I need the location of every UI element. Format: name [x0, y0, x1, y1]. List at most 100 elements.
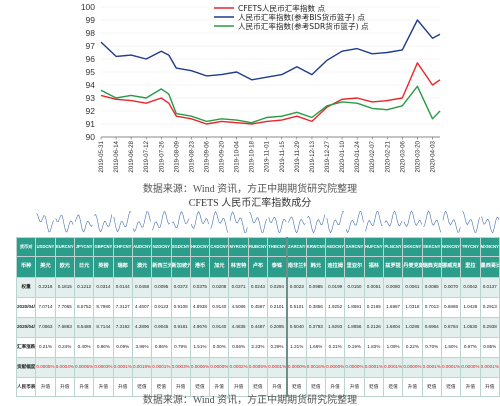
sparkline-strip [36, 210, 500, 234]
table-cell: 1.21% [286, 337, 307, 358]
table-cell: 墨西哥比索 [479, 256, 500, 278]
table-cell: 0.0001% [479, 357, 500, 378]
sparkline [345, 211, 364, 234]
table-cell: 0.5101 [286, 297, 307, 318]
x-tick-label: 2019-06-14 [113, 140, 120, 172]
table-cell: 7.0714 [35, 297, 56, 318]
table-cell: 升值 [54, 377, 75, 397]
table-cell: 0.0294 [267, 277, 288, 298]
table-cell: 0.0002% [228, 357, 249, 378]
table-cell: TRYCNY [460, 237, 481, 257]
series-line-1 [100, 19, 441, 81]
table-cell: 0.9181 [170, 317, 191, 338]
table-cell: 0.56% [228, 337, 249, 358]
table-cell: 0.29% [267, 337, 288, 358]
table-cell: 0.0144 [112, 277, 133, 298]
table-cell: 0.0095 [151, 277, 172, 298]
table-cell: 0.21% [324, 337, 346, 358]
table-cell: NOKCNY [440, 237, 462, 257]
table-cell: 里拉 [460, 256, 481, 278]
sparkline [36, 213, 54, 233]
table-cell: SARCNY [344, 237, 365, 257]
y-tick-label: 98 [86, 28, 96, 38]
table-cell: 8.7144 [93, 317, 114, 338]
y-tick-label: 94 [86, 80, 96, 90]
x-tick-label: 2020-02-21 [384, 140, 391, 172]
table-cell: 0.2101 [267, 297, 288, 318]
x-tick-label: 2019-06-28 [128, 140, 135, 172]
table-cell: MYRCNY [228, 237, 249, 257]
table-cell: 0.97% [460, 337, 481, 358]
table-cell: 0.6964 [421, 317, 442, 338]
table-cell: 0.0005% [247, 357, 269, 378]
table-cell: 0.9140 [209, 317, 230, 338]
x-tick-label: 2019-07-12 [143, 140, 150, 172]
cfets-component-table: 货币对 USDCNY EURCNY JPYCNY GBPCNY CHFCNY AUDCNY N… [15, 237, 500, 397]
y-tick-label: 96 [86, 54, 96, 64]
table-cell: KRWCNY [305, 237, 327, 257]
chart-source-note: 数据来源：Wind 资讯，方正中期期货研究院整理 [142, 184, 358, 195]
table-cell: 0.0001% [440, 357, 462, 378]
table-cell: 0.0468 [131, 277, 153, 298]
table-cell: GBPCNY [93, 237, 114, 257]
table-cell: 4.5086 [228, 297, 249, 318]
table-cell: 4.9676 [189, 317, 211, 338]
table-cell: 加元 [209, 256, 230, 278]
table-cell: 1.0318 [402, 297, 423, 318]
table-cell: 挪威克朗 [440, 256, 462, 278]
table-cell: 贬值 [286, 377, 307, 397]
table-cell: 0.0243 [247, 277, 269, 298]
table-cell: JPYCNY [73, 237, 95, 257]
table-cell: 升值 [267, 377, 288, 397]
table-cell: THBCNY [267, 237, 288, 257]
table-cell: RUBCNY [247, 237, 269, 257]
x-tick-label: 2019-09-06 [203, 140, 210, 172]
table-cell: 0.0001% [421, 357, 442, 378]
table-cell: 0.24% [54, 337, 75, 358]
y-tick-label: 90 [86, 132, 96, 142]
x-tick-label: 2020-03-06 [399, 140, 406, 172]
table-cell: 2.23% [247, 337, 269, 358]
table-cell: 0.0000% [402, 357, 423, 378]
table-cell: 0.3793 [305, 317, 327, 338]
table-cell: 里亚尔 [344, 256, 365, 278]
table-cell: 3.99% [131, 337, 153, 358]
table-cell: 0.85% [479, 337, 500, 358]
table-cell: 贬值 [151, 377, 172, 397]
y-tick-label: 99 [86, 15, 96, 25]
y-tick-label: 97 [86, 41, 96, 51]
table-cell: MXNCNY [479, 237, 500, 257]
x-tick-label: 2020-03-20 [414, 140, 421, 172]
table-cell: 0.0371 [228, 277, 249, 298]
sparkline [171, 211, 190, 229]
table-cell: 0.22% [402, 337, 423, 358]
table-cell: 0.0003% [93, 357, 114, 378]
table-cell: DKKCNY [402, 237, 423, 257]
table-cell: 0.0208 [209, 277, 230, 298]
table-cell: 0.09% [112, 337, 133, 358]
table-cell: 8.7980 [93, 297, 114, 318]
table-cell: 0.0080 [382, 277, 404, 298]
series-line-0 [100, 62, 441, 125]
series-line-2 [100, 85, 441, 124]
table-cell: 0.0985 [305, 277, 327, 298]
table-cell: 0.0199 [324, 277, 346, 298]
row-label: 贡献幅度 [15, 357, 37, 378]
table-row: 权重 0.2216 0.1815 0.1212 0.0314 0.0144 0.0468 0.… [15, 277, 500, 298]
sparkline [55, 215, 74, 233]
sparkline [442, 210, 461, 233]
table-cell: 升值 [324, 377, 346, 397]
table-cell: 贬值 [363, 377, 384, 397]
table-cell: 0.79% [170, 337, 191, 358]
table-cell: 0.0003% [170, 357, 191, 378]
row-label: 2020/04/03 [15, 317, 37, 338]
table-cell: 0.7013 [421, 297, 442, 318]
table-title: CFETS 人民币汇率指数成分 [188, 198, 312, 209]
sparkline [365, 210, 383, 232]
sparkline [229, 211, 248, 233]
table-cell: 0.0000% [460, 357, 481, 378]
table-cell: 升值 [93, 377, 114, 397]
table-cell: 0.3856 [305, 297, 327, 318]
table-cell: 7.6883 [54, 317, 75, 338]
